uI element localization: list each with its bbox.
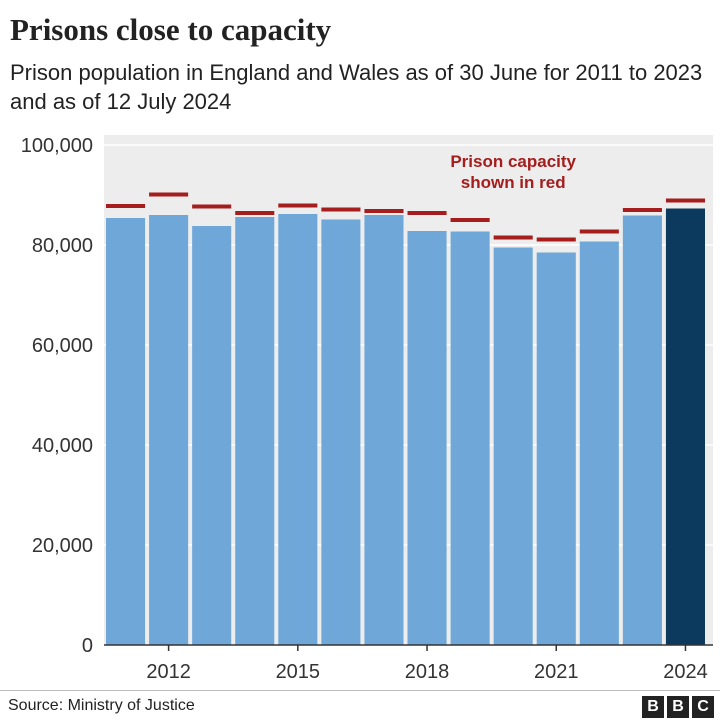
y-tick-label: 0 — [82, 635, 93, 657]
bar — [579, 241, 619, 645]
capacity-marker — [192, 204, 232, 209]
bar — [450, 231, 490, 645]
y-tick-label: 60,000 — [32, 335, 93, 357]
x-tick-label: 2012 — [146, 661, 191, 683]
x-tick-label: 2015 — [276, 661, 321, 683]
y-tick-label: 80,000 — [32, 235, 93, 257]
logo-letter: C — [692, 696, 714, 718]
capacity-marker — [106, 204, 146, 208]
capacity-marker — [622, 208, 662, 212]
x-tick-label: 2024 — [663, 661, 708, 683]
capacity-marker — [450, 218, 490, 222]
bar — [364, 215, 404, 645]
annotation-text: Prison capacity — [450, 152, 576, 171]
bar — [278, 214, 318, 645]
capacity-marker — [149, 192, 189, 197]
capacity-marker — [493, 235, 533, 240]
logo-letter: B — [642, 696, 664, 718]
capacity-marker — [407, 211, 447, 215]
capacity-marker — [364, 209, 404, 213]
capacity-marker — [235, 211, 275, 215]
bar — [622, 215, 662, 645]
bar — [192, 226, 232, 645]
bar — [536, 252, 576, 645]
bar — [493, 247, 533, 645]
x-tick-label: 2018 — [405, 661, 450, 683]
annotation-text: shown in red — [461, 173, 566, 192]
bbc-logo: B B C — [642, 696, 714, 718]
bar — [321, 219, 361, 645]
capacity-marker — [321, 207, 361, 212]
capacity-marker — [579, 229, 619, 234]
y-tick-label: 100,000 — [21, 135, 93, 157]
bar — [149, 215, 189, 645]
footer-divider — [0, 690, 720, 691]
logo-letter: B — [667, 696, 689, 718]
footer: Source: Ministry of Justice B B C — [0, 690, 720, 720]
bar-chart: 0 20,000 40,000 60,000 80,000 100,000 2012 2015… — [21, 135, 713, 683]
capacity-marker — [536, 237, 576, 242]
y-tick-label: 40,000 — [32, 435, 93, 457]
bar — [235, 217, 275, 645]
capacity-marker — [278, 203, 318, 208]
bar — [106, 218, 146, 645]
y-tick-label: 20,000 — [32, 535, 93, 557]
bar — [407, 231, 447, 645]
capacity-marker — [665, 198, 705, 203]
chart-title: Prisons close to capacity — [10, 12, 332, 47]
bar — [665, 208, 705, 645]
source-note: Source: Ministry of Justice — [8, 697, 195, 714]
chart-subtitle: Prison population in England and Wales a… — [10, 60, 703, 114]
x-tick-label: 2021 — [534, 661, 579, 683]
